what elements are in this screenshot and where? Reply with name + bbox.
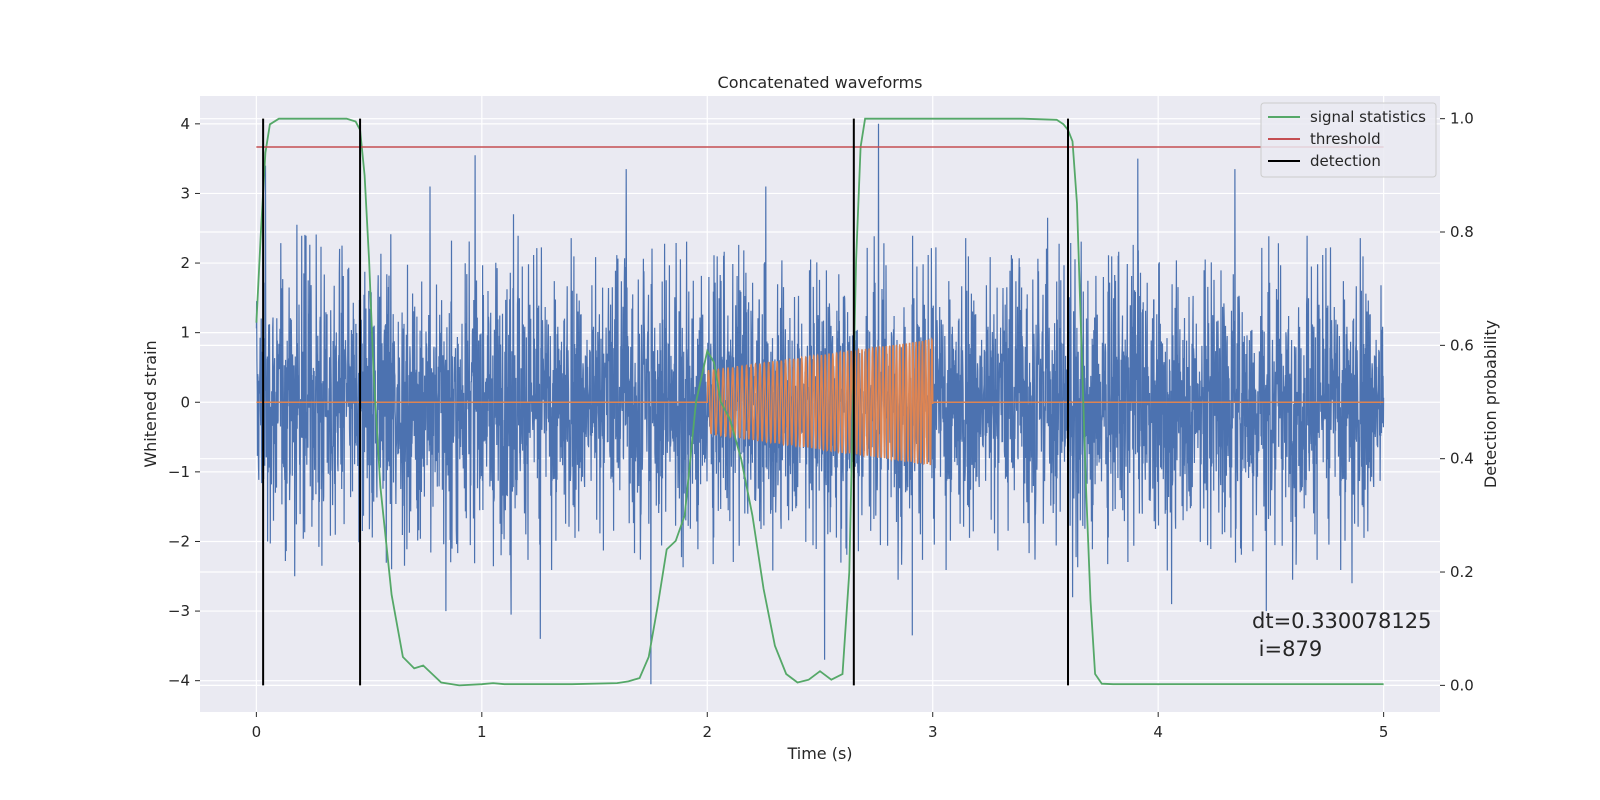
annotation-line-1: dt=0.330078125: [1252, 609, 1431, 633]
y-axis-label: Whitened strain: [141, 340, 160, 467]
detection-series: [262, 118, 1069, 686]
x-tick-label: 1: [477, 723, 487, 741]
legend-label-detection: detection: [1310, 152, 1381, 170]
y-tick-label: −4: [168, 672, 190, 690]
x-axis-label: Time (s): [786, 744, 852, 763]
x-tick-label: 4: [1153, 723, 1163, 741]
legend: signal statistics threshold detection: [1260, 102, 1437, 178]
y-right-tick-label: 0.2: [1450, 563, 1474, 581]
template-line: [256, 337, 1384, 466]
x-tick-label: 0: [252, 723, 262, 741]
y-axis-label-right: Detection probability: [1481, 320, 1500, 488]
y-tick-label: −2: [168, 532, 190, 550]
y-right-tick-label: 1.0: [1450, 110, 1474, 128]
legend-box: [1260, 102, 1437, 178]
y-tick-label: 0: [180, 393, 190, 411]
y-tick-label: −3: [168, 602, 190, 620]
y-right-tick-label: 0.4: [1450, 450, 1474, 468]
y-tick-label: 2: [180, 254, 190, 272]
x-tick-label: 2: [702, 723, 712, 741]
x-tick-label: 3: [928, 723, 938, 741]
chart-title: Concatenated waveforms: [718, 73, 923, 92]
y-tick-label: 3: [180, 184, 190, 202]
signal-statistics-line: [255, 117, 1384, 687]
signal-statistics-series: [255, 117, 1384, 687]
template-series: [256, 337, 1384, 466]
y-tick-label: 1: [180, 324, 190, 342]
legend-label-threshold: threshold: [1310, 130, 1381, 148]
y-right-tick-label: 0.0: [1450, 676, 1474, 694]
y-right-tick-label: 0.8: [1450, 223, 1474, 241]
x-tick-label: 5: [1379, 723, 1389, 741]
y-right-tick-label: 0.6: [1450, 336, 1474, 354]
annotation-line-2: i=879: [1252, 637, 1322, 661]
axis-ticks: 0 1 2 3 4 5 −4 −3 −2 −1 0 1 2 3 4 0.0 0.2 0.4 0.6 0.8 1.0: [168, 110, 1474, 741]
y-tick-label: 4: [180, 115, 190, 133]
legend-label-signal-statistics: signal statistics: [1310, 108, 1426, 126]
y-tick-label: −1: [168, 463, 190, 481]
